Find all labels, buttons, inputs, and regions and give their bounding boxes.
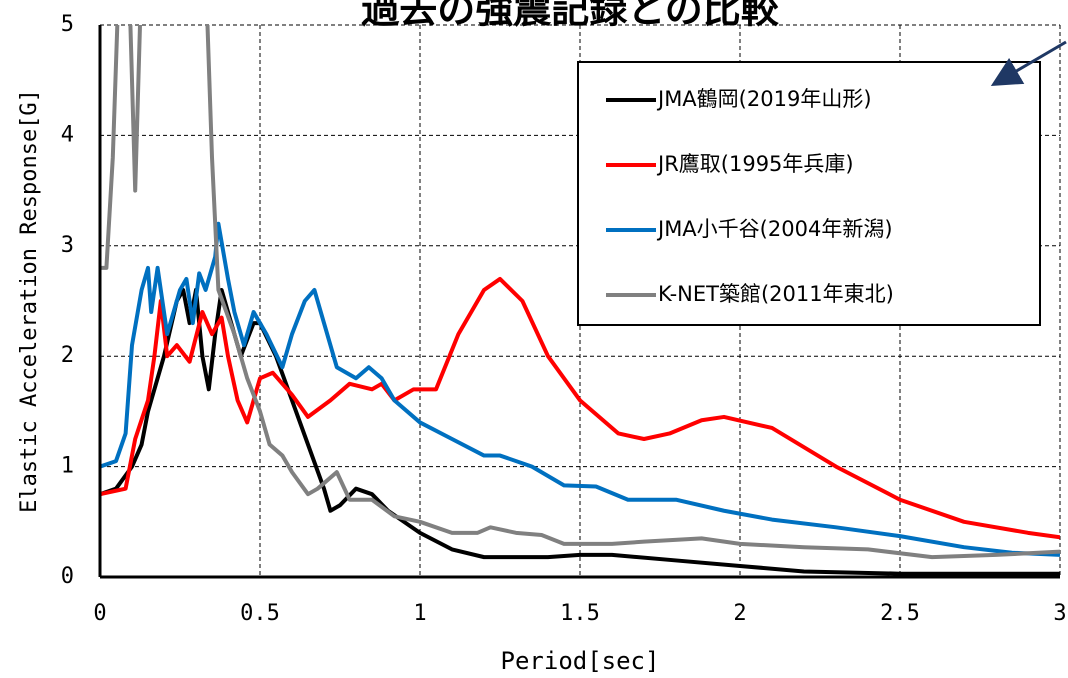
x-tick-label: 1 bbox=[413, 601, 426, 626]
series-line bbox=[100, 276, 1060, 540]
chart-title: 過去の強震記録との比較 bbox=[361, 0, 780, 32]
y-tick-label: 0 bbox=[61, 564, 74, 589]
y-tick-label: 3 bbox=[61, 233, 74, 258]
legend-label: JMA鶴岡(2019年山形) bbox=[656, 87, 872, 111]
y-tick-label: 5 bbox=[61, 12, 74, 37]
y-axis-label: Elastic Acceleration Response[G] bbox=[17, 89, 42, 513]
y-tick-label: 4 bbox=[61, 122, 74, 147]
x-tick-label: 3 bbox=[1053, 601, 1066, 626]
arrow bbox=[990, 40, 1067, 87]
y-tick-label: 1 bbox=[61, 454, 74, 479]
x-tick-label: 2 bbox=[733, 601, 746, 626]
x-tick-label: 0.5 bbox=[240, 601, 280, 626]
legend-label: K-NET築館(2011年東北) bbox=[658, 282, 894, 306]
series-line bbox=[100, 221, 1060, 557]
x-tick-label: 0 bbox=[93, 601, 106, 626]
series-line bbox=[100, 25, 1060, 560]
legend bbox=[577, 61, 1041, 326]
y-tick-label: 2 bbox=[61, 343, 74, 368]
legend-label: JMA小千谷(2004年新潟) bbox=[656, 217, 893, 241]
x-axis-label: Period[sec] bbox=[501, 647, 660, 675]
x-tick-label: 1.5 bbox=[560, 601, 600, 626]
legend-label: JR鷹取(1995年兵庫) bbox=[656, 152, 854, 176]
x-tick-label: 2.5 bbox=[880, 601, 920, 626]
